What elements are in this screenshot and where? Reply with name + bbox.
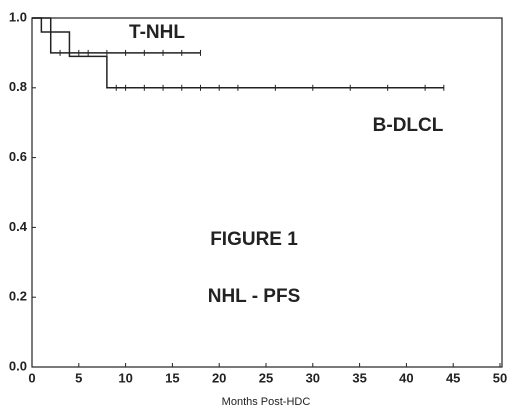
y-tick-label: 0.0	[9, 358, 27, 373]
annotation: FIGURE 1	[210, 229, 298, 250]
x-tick-label: 30	[306, 370, 320, 385]
x-tick-label: 25	[259, 370, 273, 385]
y-tick-label: 0.8	[9, 79, 27, 94]
x-tick-label: 20	[212, 370, 226, 385]
y-tick-label: 0.4	[9, 219, 28, 234]
x-tick-label: 45	[446, 370, 460, 385]
series-label: T-NHL	[129, 22, 185, 43]
x-tick-label: 0	[28, 370, 35, 385]
plot-frame	[31, 17, 503, 368]
x-tick-label: 5	[75, 370, 82, 385]
x-tick-label: 10	[118, 370, 132, 385]
series-label: B-DLCL	[373, 115, 444, 136]
annotation: NHL - PFS	[208, 286, 301, 307]
x-tick-label: 35	[352, 370, 366, 385]
y-tick-label: 0.6	[9, 149, 27, 164]
x-axis-label: Months Post-HDC	[222, 396, 311, 408]
x-tick-label: 50	[493, 370, 507, 385]
y-tick-label: 1.0	[9, 9, 27, 24]
y-tick-label: 0.2	[9, 289, 27, 304]
x-tick-label: 15	[165, 370, 179, 385]
x-tick-label: 40	[399, 370, 413, 385]
survival-curve	[32, 17, 444, 89]
